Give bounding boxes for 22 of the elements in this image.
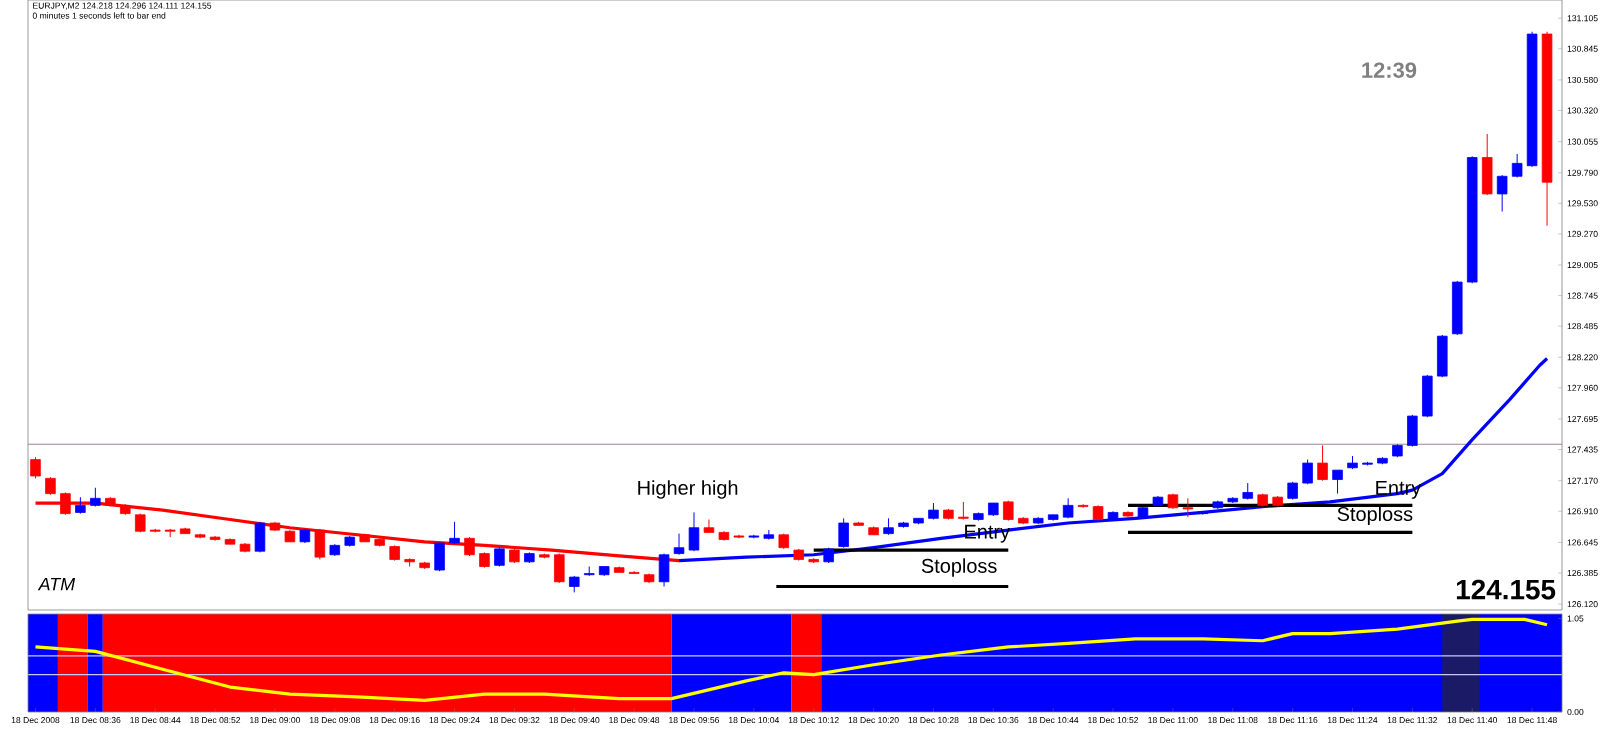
annotation: Higher high (638, 480, 738, 499)
candlestick (838, 517, 849, 549)
candlestick (90, 487, 101, 508)
annotation: 12:39 (1362, 62, 1417, 78)
annotation: ATM (37, 577, 76, 591)
candlestick (464, 536, 475, 557)
candlestick (434, 542, 445, 572)
candlestick (1481, 133, 1493, 196)
candlestick (1182, 497, 1194, 518)
annotation: Stoploss (1337, 506, 1413, 526)
candlestick (1407, 414, 1418, 448)
candlestick (658, 553, 670, 587)
candlestick (1332, 469, 1343, 495)
candlestick (1317, 444, 1328, 482)
candlestick (703, 518, 715, 533)
candlestick (1496, 174, 1508, 213)
candlestick (30, 456, 41, 479)
annotation: 124.155 (1456, 579, 1556, 600)
candlestick (1077, 503, 1089, 509)
line-series (33, 617, 1549, 703)
annotation: Stoploss (921, 558, 997, 577)
candlestick (1302, 459, 1313, 485)
